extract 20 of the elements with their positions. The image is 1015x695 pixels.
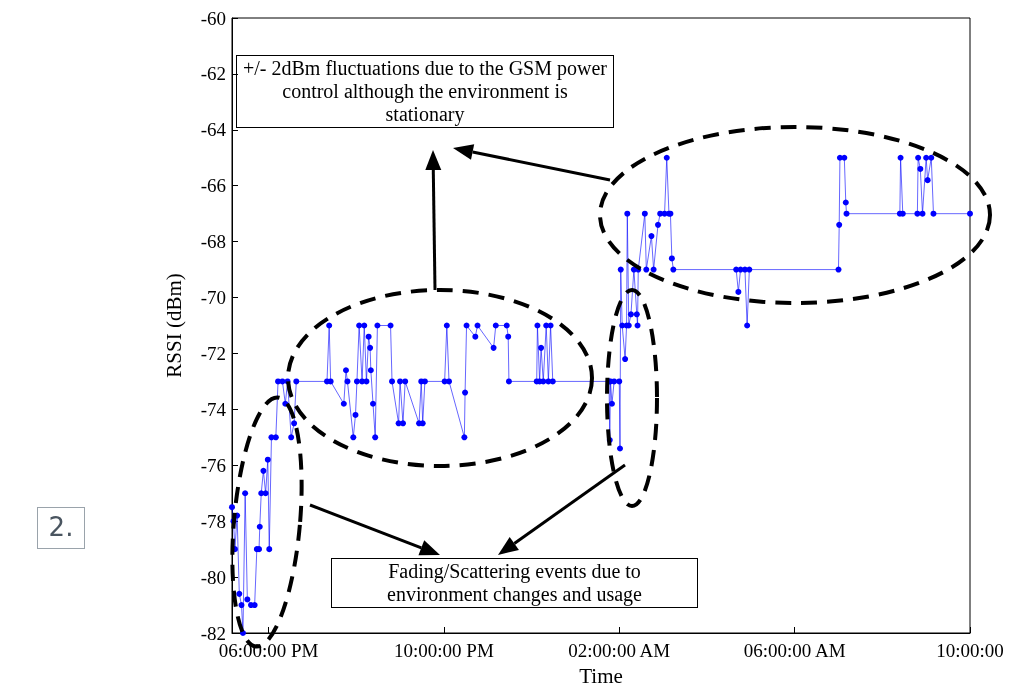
annotation: +/- 2dBm fluctuations due to the GSM power control although the environment is stationary [236,55,614,128]
x-tick-label: 10:00:00 [936,640,1004,661]
y-tick-label: -66 [200,175,226,197]
y-tick-label: -78 [200,510,226,532]
x-tick-label: 06:00:00 AM [743,640,846,661]
y-tick-label: -74 [200,398,227,420]
y-tick-label: -72 [200,342,226,364]
y-tick-label: -64 [200,119,227,141]
annotation: Fading/Scattering events due to environment changes and usage [331,558,698,608]
y-tick-label: -60 [200,7,226,29]
y-tick-label: -70 [200,287,226,309]
text: 2. [37,507,85,549]
y-tick-label: -68 [200,231,226,253]
x-tick-label: 10:00:00 PM [394,640,494,661]
x-tick-label: 02:00:00 AM [568,640,671,661]
x-axis-title: Time [579,663,623,688]
y-axis-title: RSSI (dBm) [161,273,186,378]
y-tick-label: -76 [200,454,226,476]
y-tick-label: -62 [200,63,226,85]
y-tick-label: -80 [200,566,226,588]
